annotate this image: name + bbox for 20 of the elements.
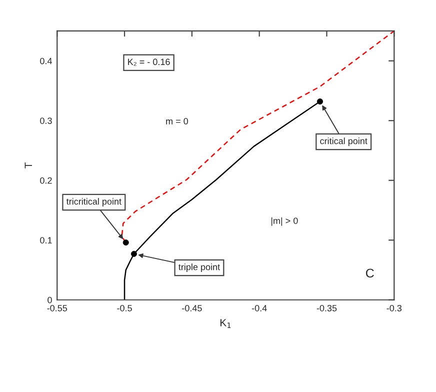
y-axis-title: T <box>24 162 32 168</box>
annotation: tricritical point <box>66 198 122 206</box>
x-axis-title: K$_{1}$ <box>220 319 231 328</box>
y-tick-label: 0.3 <box>40 118 52 124</box>
x-tick-label: -0.35 <box>316 304 337 312</box>
y-tick-label: 0.4 <box>40 58 52 64</box>
x-tick-label: -0.5 <box>117 304 132 312</box>
x-tick-label: -0.3 <box>386 304 402 312</box>
y-tick-label: 0 <box>48 296 52 304</box>
annotation: m = 0 <box>166 118 188 124</box>
annotation: triple point <box>178 264 220 272</box>
annotation: critical point <box>320 138 368 146</box>
x-tick-label: -0.4 <box>252 304 267 312</box>
y-tick-label: 0.2 <box>40 177 52 184</box>
x-tick-label: -0.45 <box>182 304 202 312</box>
x-tick-label: -0.55 <box>47 304 68 312</box>
annotation: |m| > 0 <box>271 217 298 226</box>
y-tick-label: 0.1 <box>40 237 52 244</box>
annotation: K₂ = - 0.16 <box>128 58 170 66</box>
annotation: C <box>366 268 374 278</box>
